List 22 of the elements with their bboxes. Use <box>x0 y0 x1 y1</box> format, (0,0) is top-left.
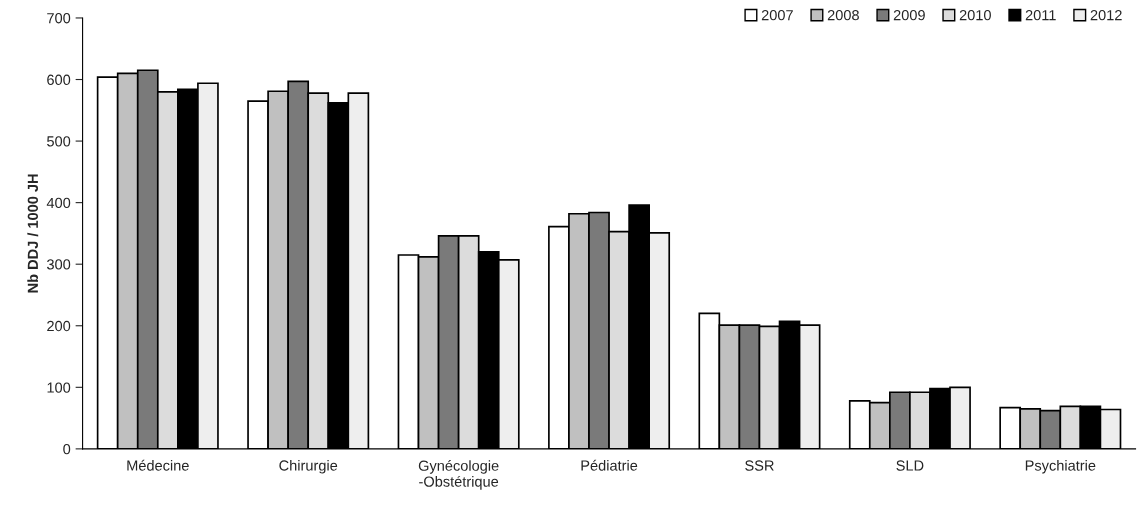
legend-label: 2011 <box>1025 10 1056 21</box>
y-tick-label: 600 <box>47 74 71 85</box>
x-tick-label: SSR <box>745 460 774 471</box>
legend-label: 2007 <box>761 10 793 21</box>
x-tick-label: Chirurgie <box>279 459 338 474</box>
x-tick-label: Médecine <box>127 459 189 471</box>
legend-label: 2009 <box>893 10 925 21</box>
legend-label: 2008 <box>827 10 859 21</box>
legend-label: 2012 <box>1090 10 1122 21</box>
legend-label: 2010 <box>959 10 991 21</box>
y-tick-label: 200 <box>47 320 71 332</box>
y-tick-label: 400 <box>46 197 71 209</box>
y-tick-label: 0 <box>63 443 71 455</box>
y-axis-title: Nb DDJ / 1000 JH <box>27 174 39 293</box>
y-tick-label: 100 <box>47 382 71 393</box>
x-tick-label: Gynécologie -Obstétrique <box>418 459 499 490</box>
y-tick-label: 500 <box>47 136 71 147</box>
y-tick-label: 300 <box>47 259 71 270</box>
x-tick-label: Psychiatrie <box>1025 459 1096 474</box>
x-tick-label: SLD <box>896 460 924 471</box>
x-tick-label: Pédiatrie <box>581 459 638 471</box>
y-tick-label: 700 <box>47 13 71 24</box>
